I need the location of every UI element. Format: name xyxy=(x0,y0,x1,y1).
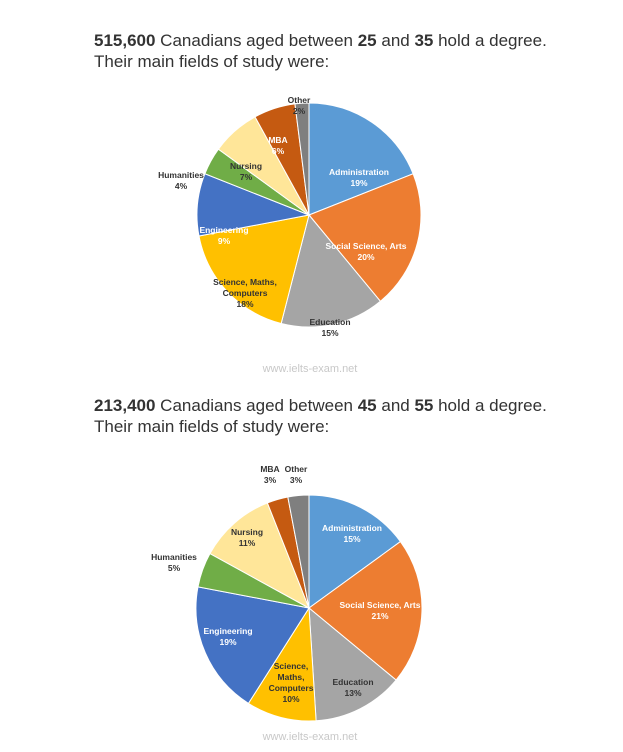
pie-2-label-social-science-arts: Social Science, Arts 21% xyxy=(340,600,421,621)
pie-1-slice-science-maths-computers xyxy=(198,214,310,325)
chart-2-heading-line1: 213,400 Canadians aged between 45 and 55… xyxy=(94,395,547,416)
pie-2-label-nursing: Nursing 11% xyxy=(231,527,263,548)
pie-1-label-nursing: Nursing 7% xyxy=(230,161,262,182)
chart-1-text1: Canadians aged between xyxy=(155,31,358,50)
pie-2-label-humanities: Humanities 5% xyxy=(151,552,197,573)
pie-2-slice-engineering xyxy=(195,586,310,705)
chart-1-text2: and xyxy=(376,31,415,50)
chart-1-heading-line1: 515,600 Canadians aged between 25 and 35… xyxy=(94,30,547,51)
pie-2-slice-science-maths-computers xyxy=(247,606,317,722)
pie-1-labels: Administration 19% Social Science, Arts 20%… xyxy=(158,95,407,338)
pie-2-label-other: Other 3% xyxy=(285,464,308,485)
pie-1-label-mba: MBA 6% xyxy=(268,135,287,156)
pie-1-watermark: www.ielts-exam.net xyxy=(262,363,358,375)
chart-2-text2: and xyxy=(376,396,415,415)
chart-2-age-low: 45 xyxy=(357,396,377,415)
pie-1-label-administration: Administration 19% xyxy=(329,167,389,188)
pie-chart-1: Administration 19% Social Science, Arts 20%… xyxy=(158,95,422,375)
pie-1-slice-social-science-arts xyxy=(308,173,422,303)
pie-2-slice-administration xyxy=(308,494,402,609)
pie-1-label-humanities: Humanities 4% xyxy=(158,170,204,191)
chart-1-heading: 515,600 Canadians aged between 25 and 35… xyxy=(94,30,547,72)
pie-2-slice-education xyxy=(308,606,397,722)
pie-2-slice-other xyxy=(287,494,310,609)
pie-1-label-science-maths-computers: Science, Maths, Computers 18% xyxy=(213,277,277,309)
pie-2-label-administration: Administration 15% xyxy=(322,523,382,544)
pie-1-slice-administration xyxy=(308,102,414,216)
chart-2-count: 213,400 xyxy=(94,396,156,415)
pie-2-label-science-maths-computers: Science, Maths, Computers 10% xyxy=(269,661,314,704)
chart-1-age-high: 35 xyxy=(414,31,434,50)
chart-1-text3: hold a degree. xyxy=(433,31,547,50)
pie-2-labels: Administration 15% Social Science, Arts 21%… xyxy=(151,464,421,704)
pie-2-slices xyxy=(195,494,423,722)
chart-2-text3: hold a degree. xyxy=(433,396,547,415)
chart-2-age-high: 55 xyxy=(414,396,434,415)
pie-1-slices xyxy=(196,102,422,328)
chart-1-heading-line2: Their main fields of study were: xyxy=(94,52,330,71)
chart-2-heading-line2: Their main fields of study were: xyxy=(94,417,330,436)
pie-1-slice-other xyxy=(294,102,310,216)
pie-1-slice-education xyxy=(280,213,382,328)
pie-2-watermark: www.ielts-exam.net xyxy=(262,731,358,743)
pie-1-label-education: Education 15% xyxy=(309,317,350,338)
chart-2-heading: 213,400 Canadians aged between 45 and 55… xyxy=(94,395,547,437)
pie-2-slice-social-science-arts xyxy=(308,540,423,681)
pie-2-label-education: Education 13% xyxy=(332,677,373,698)
pie-1-label-social-science-arts: Social Science, Arts 20% xyxy=(326,241,407,262)
pie-chart-2: Administration 15% Social Science, Arts 21%… xyxy=(151,464,423,743)
chart-1-age-low: 25 xyxy=(357,31,377,50)
chart-2-text1: Canadians aged between xyxy=(155,396,358,415)
chart-1-count: 515,600 xyxy=(94,31,156,50)
pie-2-label-engineering: Engineering 19% xyxy=(203,626,252,647)
pie-2-label-mba: MBA 3% xyxy=(260,464,279,485)
pie-1-label-engineering: Engineering 9% xyxy=(199,225,248,246)
pie-1-label-other: Other 2% xyxy=(288,95,311,116)
pie-2-slice-nursing xyxy=(209,502,310,610)
